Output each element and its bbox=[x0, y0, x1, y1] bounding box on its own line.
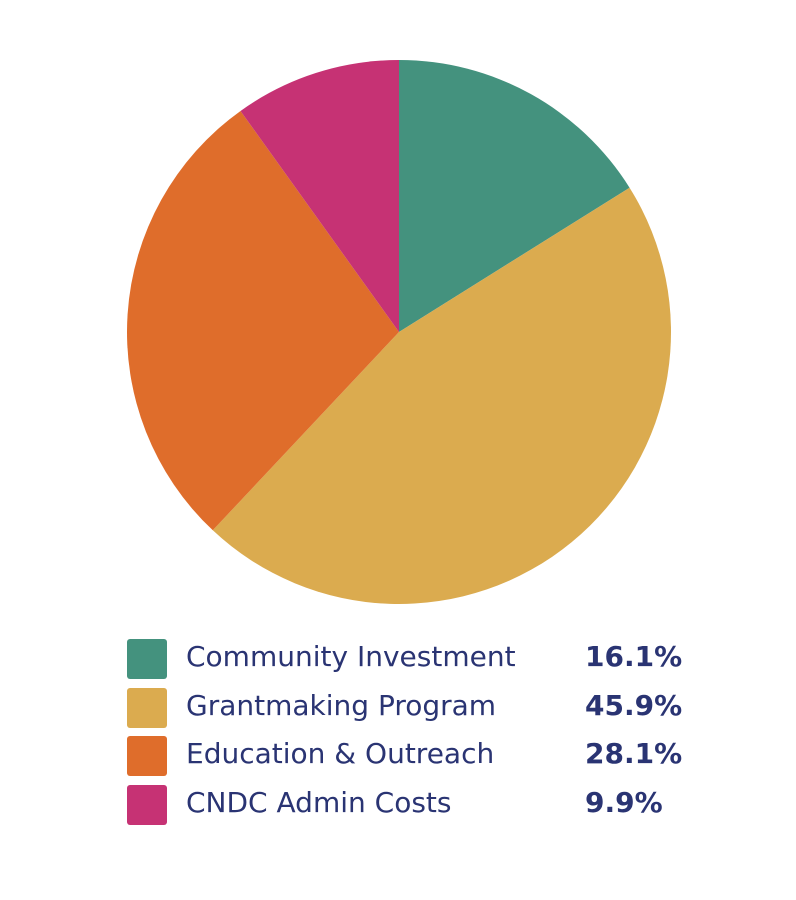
pie-slice-cndc-admin-costs bbox=[240, 59, 399, 332]
legend: Community Investment 16.1% Grantmaking P… bbox=[127, 636, 727, 830]
pie-slice-community-investment bbox=[399, 60, 630, 332]
legend-swatch bbox=[127, 687, 167, 728]
pie-slice-grantmaking-program bbox=[212, 187, 672, 605]
legend-value: 9.9% bbox=[585, 785, 663, 819]
legend-swatch bbox=[127, 784, 167, 825]
legend-value: 28.1% bbox=[585, 737, 683, 770]
pie-chart bbox=[127, 59, 672, 605]
legend-item-community-investment: Community Investment 16.1% bbox=[127, 636, 727, 685]
legend-item-education-outreach: Education & Outreach 28.1% bbox=[127, 733, 727, 782]
legend-label: Grantmaking Program bbox=[186, 688, 497, 722]
legend-value: 45.9% bbox=[585, 688, 683, 722]
legend-label: Education & Outreach bbox=[186, 737, 495, 770]
legend-swatch bbox=[127, 639, 167, 679]
legend-label: CNDC Admin Costs bbox=[186, 785, 452, 819]
legend-label: Community Investment bbox=[186, 640, 516, 673]
legend-item-grantmaking-program: Grantmaking Program 45.9% bbox=[127, 685, 727, 734]
legend-item-cndc-admin-costs: CNDC Admin Costs 9.9% bbox=[127, 782, 727, 831]
pie-slice-education-outreach bbox=[127, 110, 400, 531]
legend-swatch bbox=[127, 736, 167, 776]
legend-value: 16.1% bbox=[585, 640, 683, 673]
